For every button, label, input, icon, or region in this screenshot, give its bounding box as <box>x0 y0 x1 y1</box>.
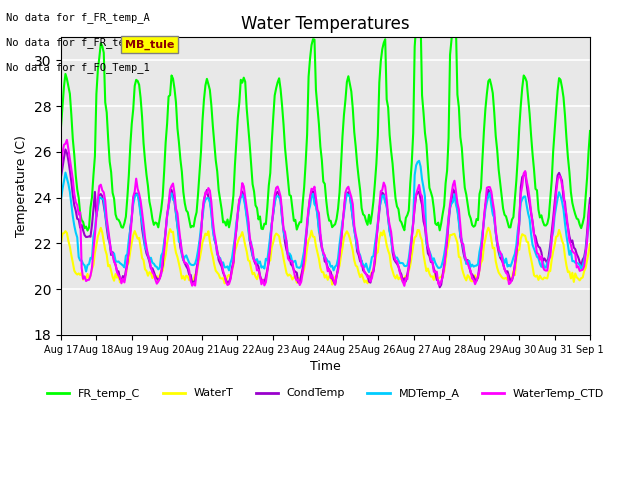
FR_temp_C <box>216 197 224 203</box>
FR_temp_C <box>124 195 131 201</box>
MDTemp_A <box>586 213 594 218</box>
CondTemp <box>61 146 69 152</box>
Y-axis label: Temperature (C): Temperature (C) <box>15 135 28 237</box>
WaterT <box>122 271 130 277</box>
WaterTemp_CTD <box>243 204 250 210</box>
WaterTemp_CTD <box>63 137 71 143</box>
WaterTemp_CTD <box>234 209 242 215</box>
CondTemp <box>124 261 131 267</box>
FR_temp_C <box>586 128 594 134</box>
MDTemp_A <box>365 269 373 275</box>
FR_temp_C <box>84 228 92 233</box>
WaterT <box>484 225 492 230</box>
WaterT <box>57 240 65 246</box>
WaterT <box>586 241 594 247</box>
CondTemp <box>436 285 444 290</box>
WaterT <box>215 272 223 277</box>
FR_temp_C <box>415 3 423 9</box>
FR_temp_C <box>234 115 242 120</box>
WaterTemp_CTD <box>586 203 594 208</box>
X-axis label: Time: Time <box>310 360 341 373</box>
Line: CondTemp: CondTemp <box>61 149 590 288</box>
Line: WaterT: WaterT <box>61 228 590 285</box>
Legend: FR_temp_C, WaterT, CondTemp, MDTemp_A, WaterTemp_CTD: FR_temp_C, WaterT, CondTemp, MDTemp_A, W… <box>42 384 609 404</box>
MDTemp_A <box>241 203 249 209</box>
FR_temp_C <box>243 106 250 111</box>
FR_temp_C <box>290 218 298 224</box>
WaterT <box>559 241 567 247</box>
CondTemp <box>216 261 224 266</box>
Text: No data for f_FO_Temp_1: No data for f_FO_Temp_1 <box>6 62 150 73</box>
Text: No data for f_FR_temp_A: No data for f_FR_temp_A <box>6 12 150 23</box>
FR_temp_C <box>57 123 65 129</box>
CondTemp <box>290 267 298 273</box>
WaterT <box>328 282 336 288</box>
WaterTemp_CTD <box>57 167 65 172</box>
CondTemp <box>243 212 250 218</box>
MDTemp_A <box>559 206 567 212</box>
Line: MDTemp_A: MDTemp_A <box>61 161 590 272</box>
WaterTemp_CTD <box>401 283 408 288</box>
WaterT <box>232 244 240 250</box>
CondTemp <box>57 174 65 180</box>
MDTemp_A <box>232 219 240 225</box>
MDTemp_A <box>57 197 65 203</box>
WaterTemp_CTD <box>124 258 131 264</box>
WaterTemp_CTD <box>559 189 567 194</box>
WaterT <box>289 276 296 282</box>
MDTemp_A <box>289 260 296 265</box>
WaterTemp_CTD <box>216 257 224 263</box>
MDTemp_A <box>415 158 423 164</box>
FR_temp_C <box>559 95 567 100</box>
Text: MB_tule: MB_tule <box>125 39 174 49</box>
MDTemp_A <box>122 253 130 259</box>
CondTemp <box>586 195 594 201</box>
Text: No data for f_FR_temp_B: No data for f_FR_temp_B <box>6 37 150 48</box>
MDTemp_A <box>215 254 223 260</box>
CondTemp <box>234 211 242 216</box>
WaterT <box>241 242 249 248</box>
Line: WaterTemp_CTD: WaterTemp_CTD <box>61 140 590 286</box>
Title: Water Temperatures: Water Temperatures <box>241 15 410 33</box>
Line: FR_temp_C: FR_temp_C <box>61 6 590 230</box>
WaterTemp_CTD <box>290 268 298 274</box>
CondTemp <box>559 196 567 202</box>
